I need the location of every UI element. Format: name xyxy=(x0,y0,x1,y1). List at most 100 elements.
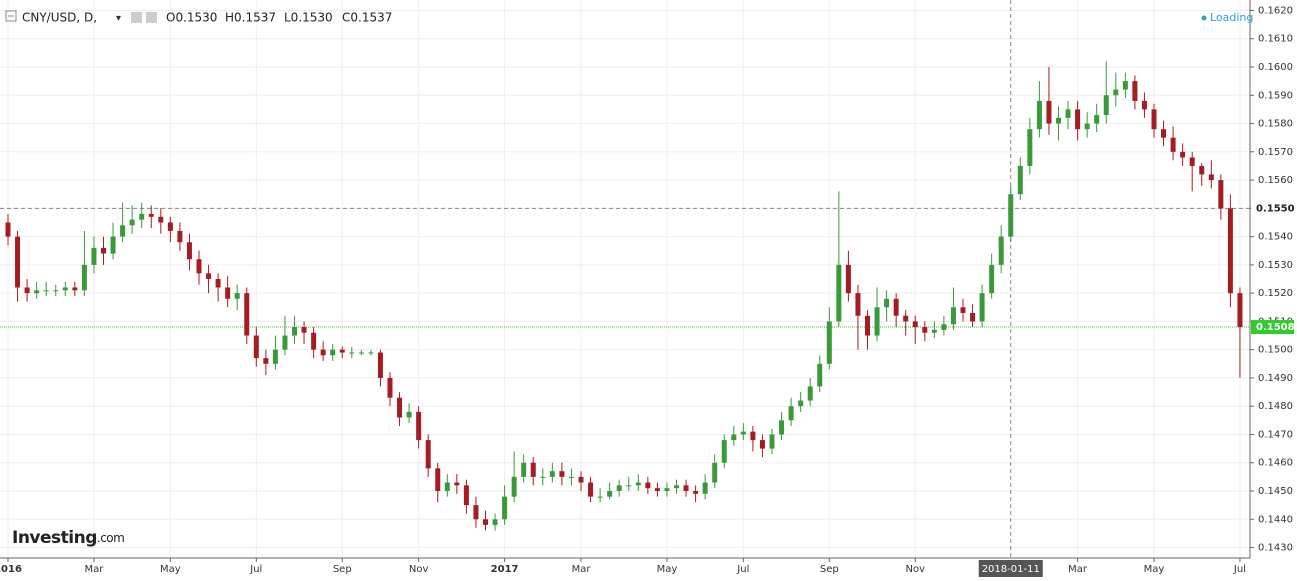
x-tick-label: Mar xyxy=(1068,564,1088,575)
candle-body xyxy=(120,225,126,237)
candle-body xyxy=(817,363,823,387)
close-icon[interactable] xyxy=(146,12,157,23)
candle-body xyxy=(158,216,164,223)
candle-body xyxy=(616,485,622,491)
x-tick-label: May xyxy=(657,564,678,575)
candle-body xyxy=(759,440,765,449)
candle-body xyxy=(1094,115,1100,124)
y-tick-label: 0.1520 xyxy=(1258,288,1293,299)
candle-body xyxy=(463,485,469,506)
candle-body xyxy=(473,505,479,520)
candle-body xyxy=(731,434,737,441)
candle-body xyxy=(1008,194,1014,237)
y-tick-label: 0.1600 xyxy=(1258,62,1293,73)
candle-body xyxy=(836,264,842,322)
candle-body xyxy=(1046,100,1052,124)
candle-body xyxy=(72,287,78,291)
candle-body xyxy=(1027,129,1033,166)
settings-icon[interactable] xyxy=(131,12,142,23)
candle-body xyxy=(788,406,794,421)
candle-body xyxy=(750,431,756,441)
candle-body xyxy=(339,349,345,353)
candle-body xyxy=(607,490,613,497)
y-tick-label: 0.1450 xyxy=(1258,486,1293,497)
crosshair-label: 2018-01-11 xyxy=(982,564,1040,575)
candle-body xyxy=(186,242,192,260)
candle-body xyxy=(721,440,727,463)
brand-name: Investing xyxy=(12,528,97,548)
candle-body xyxy=(53,290,59,292)
candle-body xyxy=(263,358,269,364)
candle-body xyxy=(81,264,87,291)
candle-body xyxy=(645,482,651,489)
candle-body xyxy=(769,434,775,449)
candle-body xyxy=(626,485,632,487)
y-tick-label: 0.1580 xyxy=(1258,119,1293,130)
y-tick-label: 0.1460 xyxy=(1258,458,1293,469)
candle-body xyxy=(1056,117,1061,124)
candle-body xyxy=(24,287,30,294)
y-tick-label: 0.1590 xyxy=(1258,90,1293,101)
candle-body xyxy=(779,420,785,435)
candle-body xyxy=(91,247,97,265)
last-price-label: 0.1508 xyxy=(1256,322,1295,333)
candle-body xyxy=(922,327,928,333)
candle-body xyxy=(397,397,403,418)
y-tick-label: 0.1430 xyxy=(1258,543,1293,554)
candle-body xyxy=(358,352,364,354)
candle-body xyxy=(34,290,40,294)
x-tick-label: Jul xyxy=(249,564,262,575)
candle-body xyxy=(989,264,995,294)
last-price-label-box xyxy=(1251,320,1294,335)
y-tick-label: 0.1480 xyxy=(1258,401,1293,412)
candle-body xyxy=(635,482,641,486)
candle-body xyxy=(998,236,1004,265)
candle-body xyxy=(1141,100,1147,110)
candle-body xyxy=(588,482,594,497)
y-tick-label: 0.1440 xyxy=(1258,514,1293,525)
x-tick-label: Sep xyxy=(820,564,839,575)
candle-body xyxy=(884,298,890,308)
candle-body xyxy=(912,321,918,328)
low-label: L0.1530 xyxy=(284,11,333,25)
candle-body xyxy=(454,482,460,486)
candle-body xyxy=(425,440,431,469)
candle-body xyxy=(1122,81,1128,90)
candle-body xyxy=(712,462,718,483)
candle-body xyxy=(1017,165,1023,195)
candle-body xyxy=(674,485,679,489)
candle-body xyxy=(167,222,173,231)
candle-body xyxy=(1218,180,1224,209)
candle-body xyxy=(330,349,336,356)
candle-body xyxy=(196,259,202,274)
candle-body xyxy=(950,307,956,325)
candle-body xyxy=(139,213,145,220)
x-tick-label: May xyxy=(1144,564,1165,575)
candle-body xyxy=(1180,151,1186,158)
candle-body xyxy=(387,377,393,398)
candle-body xyxy=(893,298,899,316)
x-tick-label: Sep xyxy=(333,564,352,575)
collapse-icon[interactable] xyxy=(5,10,17,22)
status-dot xyxy=(1201,15,1207,21)
dropdown[interactable]: ▾ xyxy=(116,13,121,24)
hline-label: 0.1550 xyxy=(1256,203,1295,214)
candle-body xyxy=(559,471,565,477)
candle-body xyxy=(416,411,422,441)
candle-body xyxy=(1132,81,1138,101)
candle-body xyxy=(826,321,832,364)
candle-body xyxy=(292,327,297,336)
open-label: O0.1530 xyxy=(166,11,217,25)
y-tick-label: 0.1470 xyxy=(1258,429,1293,440)
candle-body xyxy=(1036,100,1042,130)
candle-body xyxy=(702,482,708,494)
candle-body xyxy=(483,519,488,525)
x-tick-label: Mar xyxy=(572,564,592,575)
candle-body xyxy=(444,482,450,491)
y-tick-label: 0.1490 xyxy=(1258,373,1293,384)
candle-body xyxy=(530,462,536,477)
candle-body xyxy=(1084,123,1090,130)
candle-body xyxy=(874,307,880,336)
candle-body xyxy=(225,287,231,299)
